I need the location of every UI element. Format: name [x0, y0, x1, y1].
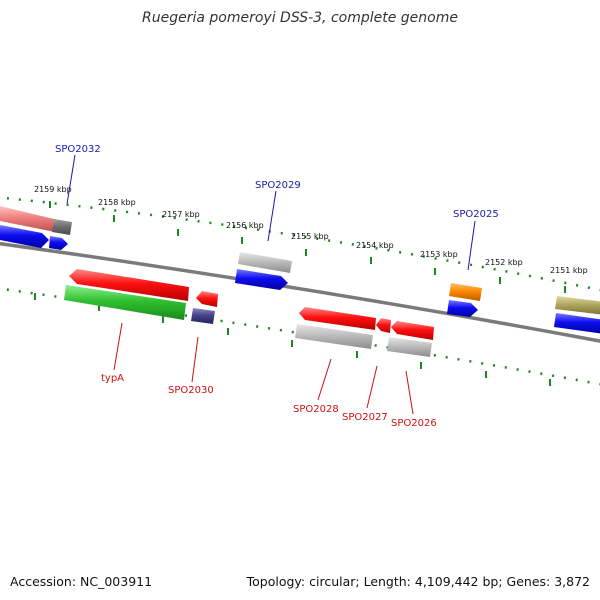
gene-callout-line: [66, 154, 76, 205]
gene-feature-grey[interactable]: [238, 252, 292, 273]
scale-ruler-outer: [0, 196, 600, 293]
gene-feature-blue[interactable]: [49, 236, 68, 250]
gene-feature-blue[interactable]: [235, 269, 288, 290]
gene-label-spo2032[interactable]: SPO2032: [55, 144, 101, 155]
scale-label: 2158 kbp: [98, 198, 136, 207]
gene-feature-pink[interactable]: [0, 206, 58, 232]
gene-feature-grey[interactable]: [295, 324, 373, 349]
gene-feature-green[interactable]: [64, 285, 186, 320]
gene-feature-blue[interactable]: [554, 313, 600, 334]
gene-label-spo2029[interactable]: SPO2029: [255, 180, 301, 191]
gene-label-spo2030[interactable]: SPO2030: [168, 385, 214, 396]
gene-feature-red[interactable]: [299, 307, 376, 330]
gene-feature-orange[interactable]: [449, 283, 482, 301]
gene-callout-line: [317, 358, 332, 401]
gene-callout-line: [467, 220, 476, 271]
accession-text: Accession: NC_003911: [10, 574, 153, 589]
gene-callout-line: [267, 190, 277, 242]
gene-label-spo2027[interactable]: SPO2027: [342, 412, 388, 423]
scale-label: 2152 kbp: [485, 258, 523, 267]
gene-label-spo2028[interactable]: SPO2028: [293, 404, 339, 415]
gene-feature-grey[interactable]: [387, 337, 432, 357]
genome-summary-text: Topology: circular; Length: 4,109,442 bp…: [246, 574, 590, 589]
scale-label: 2155 kbp: [291, 232, 329, 241]
gene-feature-blue[interactable]: [447, 300, 478, 317]
gene-feature-red[interactable]: [376, 318, 391, 333]
gene-label-typa[interactable]: typA: [101, 373, 124, 384]
gene-callout-line: [113, 322, 123, 371]
scale-label: 2157 kbp: [162, 210, 200, 219]
scale-label: 2154 kbp: [356, 241, 394, 250]
scale-label: 2151 kbp: [550, 266, 588, 275]
gene-feature-red[interactable]: [196, 291, 218, 307]
gene-feature-navy[interactable]: [191, 308, 215, 324]
gene-feature-red[interactable]: [391, 321, 434, 340]
map-title: Ruegeria pomeroyi DSS-3, complete genome: [142, 10, 458, 26]
gene-feature-red[interactable]: [69, 269, 189, 301]
scale-label: 2153 kbp: [420, 250, 458, 259]
gene-callout-line: [405, 370, 414, 415]
gene-feature-olive[interactable]: [555, 296, 600, 315]
gene-label-spo2026[interactable]: SPO2026: [391, 418, 437, 429]
scale-label: 2159 kbp: [34, 185, 72, 194]
gene-feature-blue[interactable]: [0, 225, 49, 248]
genome-backbone: [0, 241, 600, 343]
gene-callout-line: [191, 336, 199, 383]
scale-label: 2156 kbp: [226, 221, 264, 230]
gene-callout-line: [366, 365, 378, 409]
gene-label-spo2025[interactable]: SPO2025: [453, 209, 499, 220]
gene-feature-darkgrey[interactable]: [52, 219, 72, 235]
